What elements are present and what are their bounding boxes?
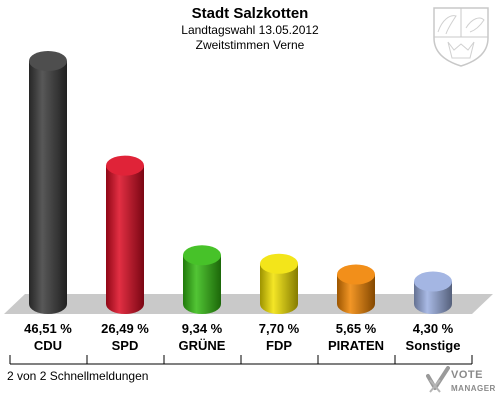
chart-subtitle-district: Zweitstimmen Verne: [195, 38, 305, 52]
brand-name-line1: VOTE: [451, 369, 483, 381]
value-label-spd: 26,49 %: [101, 321, 149, 336]
value-label-cdu: 46,51 %: [24, 321, 72, 336]
category-label-fdp: FDP: [266, 338, 292, 353]
coat-of-arms-icon: [433, 7, 489, 67]
chart-title: Stadt Salzkotten: [191, 5, 309, 22]
value-label-fdp: 7,70 %: [259, 321, 300, 336]
chart-subtitle-election: Landtagswahl 13.05.2012: [181, 23, 319, 37]
report-status: 2 von 2 Schnellmeldungen: [7, 369, 149, 383]
value-label-piraten: 5,65 %: [336, 321, 377, 336]
category-label-grne: GRÜNE: [179, 338, 226, 353]
category-label-piraten: PIRATEN: [328, 338, 384, 353]
vote-manager-logo-icon: [426, 366, 450, 393]
bar-piraten: [337, 264, 375, 314]
bar-spd: [106, 155, 144, 314]
bar-grne: [183, 245, 221, 314]
bar-sonstige: [414, 271, 452, 314]
category-label-cdu: CDU: [34, 338, 62, 353]
brand-name-line2: MANAGER: [451, 384, 496, 393]
value-label-sonstige: 4,30 %: [413, 321, 454, 336]
value-label-grne: 9,34 %: [182, 321, 223, 336]
category-label-sonstige: Sonstige: [406, 338, 461, 353]
bar-fdp: [260, 253, 298, 314]
bar-cdu: [29, 51, 67, 314]
category-label-spd: SPD: [112, 338, 139, 353]
